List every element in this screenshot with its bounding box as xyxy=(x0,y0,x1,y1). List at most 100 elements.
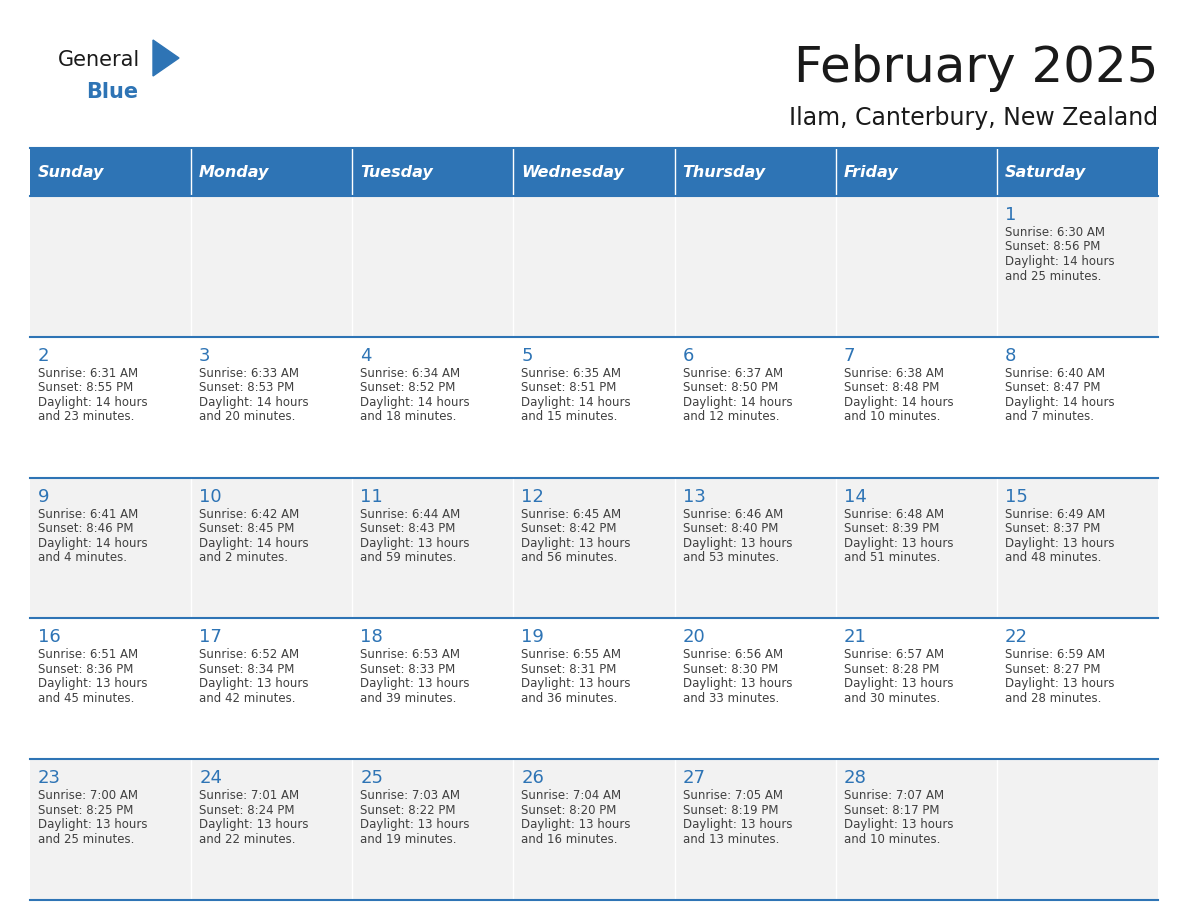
Text: Sunrise: 6:35 AM: Sunrise: 6:35 AM xyxy=(522,367,621,380)
Text: Daylight: 13 hours: Daylight: 13 hours xyxy=(843,537,953,550)
Text: 20: 20 xyxy=(683,629,706,646)
Text: Sunset: 8:33 PM: Sunset: 8:33 PM xyxy=(360,663,455,676)
Text: Daylight: 13 hours: Daylight: 13 hours xyxy=(522,537,631,550)
Text: Wednesday: Wednesday xyxy=(522,164,625,180)
Text: Sunset: 8:30 PM: Sunset: 8:30 PM xyxy=(683,663,778,676)
Text: and 36 minutes.: and 36 minutes. xyxy=(522,692,618,705)
Text: 8: 8 xyxy=(1005,347,1016,364)
Bar xyxy=(30,148,1158,196)
Text: Daylight: 14 hours: Daylight: 14 hours xyxy=(843,396,953,409)
Text: Daylight: 14 hours: Daylight: 14 hours xyxy=(200,396,309,409)
Text: Thursday: Thursday xyxy=(683,164,766,180)
Text: Daylight: 13 hours: Daylight: 13 hours xyxy=(683,677,792,690)
Text: Sunrise: 6:51 AM: Sunrise: 6:51 AM xyxy=(38,648,138,661)
Text: Sunset: 8:43 PM: Sunset: 8:43 PM xyxy=(360,522,456,535)
Text: 18: 18 xyxy=(360,629,383,646)
Text: Sunrise: 6:44 AM: Sunrise: 6:44 AM xyxy=(360,508,461,521)
Text: 9: 9 xyxy=(38,487,50,506)
Text: Daylight: 14 hours: Daylight: 14 hours xyxy=(1005,255,1114,268)
Text: Daylight: 14 hours: Daylight: 14 hours xyxy=(683,396,792,409)
Text: Sunset: 8:40 PM: Sunset: 8:40 PM xyxy=(683,522,778,535)
Text: 19: 19 xyxy=(522,629,544,646)
Text: Sunrise: 6:33 AM: Sunrise: 6:33 AM xyxy=(200,367,299,380)
Text: February 2025: February 2025 xyxy=(794,44,1158,92)
Text: and 53 minutes.: and 53 minutes. xyxy=(683,551,779,564)
Text: Sunrise: 6:59 AM: Sunrise: 6:59 AM xyxy=(1005,648,1105,661)
Text: Sunrise: 6:53 AM: Sunrise: 6:53 AM xyxy=(360,648,460,661)
Text: Sunset: 8:47 PM: Sunset: 8:47 PM xyxy=(1005,381,1100,395)
Text: Sunset: 8:19 PM: Sunset: 8:19 PM xyxy=(683,803,778,817)
Text: 4: 4 xyxy=(360,347,372,364)
Text: Daylight: 13 hours: Daylight: 13 hours xyxy=(1005,537,1114,550)
Text: Sunset: 8:42 PM: Sunset: 8:42 PM xyxy=(522,522,617,535)
Text: Sunrise: 6:38 AM: Sunrise: 6:38 AM xyxy=(843,367,943,380)
Text: Daylight: 13 hours: Daylight: 13 hours xyxy=(38,818,147,831)
Text: Sunrise: 6:37 AM: Sunrise: 6:37 AM xyxy=(683,367,783,380)
Text: Sunset: 8:51 PM: Sunset: 8:51 PM xyxy=(522,381,617,395)
Text: Sunrise: 7:07 AM: Sunrise: 7:07 AM xyxy=(843,789,943,802)
Text: and 22 minutes.: and 22 minutes. xyxy=(200,833,296,845)
Text: Sunset: 8:17 PM: Sunset: 8:17 PM xyxy=(843,803,940,817)
Text: Daylight: 14 hours: Daylight: 14 hours xyxy=(522,396,631,409)
Text: 27: 27 xyxy=(683,769,706,788)
Text: Sunset: 8:56 PM: Sunset: 8:56 PM xyxy=(1005,241,1100,253)
Text: 6: 6 xyxy=(683,347,694,364)
Text: and 19 minutes.: and 19 minutes. xyxy=(360,833,456,845)
Text: Sunrise: 7:01 AM: Sunrise: 7:01 AM xyxy=(200,789,299,802)
Text: and 15 minutes.: and 15 minutes. xyxy=(522,410,618,423)
Text: Sunrise: 7:04 AM: Sunrise: 7:04 AM xyxy=(522,789,621,802)
Text: 15: 15 xyxy=(1005,487,1028,506)
Text: Daylight: 14 hours: Daylight: 14 hours xyxy=(38,537,147,550)
Polygon shape xyxy=(153,40,179,76)
Text: Sunrise: 7:00 AM: Sunrise: 7:00 AM xyxy=(38,789,138,802)
Text: Sunset: 8:28 PM: Sunset: 8:28 PM xyxy=(843,663,939,676)
Text: 13: 13 xyxy=(683,487,706,506)
Text: Daylight: 13 hours: Daylight: 13 hours xyxy=(360,677,469,690)
Text: Sunrise: 7:03 AM: Sunrise: 7:03 AM xyxy=(360,789,460,802)
Text: Sunset: 8:36 PM: Sunset: 8:36 PM xyxy=(38,663,133,676)
Text: and 2 minutes.: and 2 minutes. xyxy=(200,551,289,564)
Text: Daylight: 13 hours: Daylight: 13 hours xyxy=(360,818,469,831)
Text: Daylight: 14 hours: Daylight: 14 hours xyxy=(200,537,309,550)
Text: 10: 10 xyxy=(200,487,222,506)
Text: and 56 minutes.: and 56 minutes. xyxy=(522,551,618,564)
Text: Sunset: 8:27 PM: Sunset: 8:27 PM xyxy=(1005,663,1100,676)
Text: Sunrise: 6:52 AM: Sunrise: 6:52 AM xyxy=(200,648,299,661)
Text: Daylight: 13 hours: Daylight: 13 hours xyxy=(360,537,469,550)
Text: Tuesday: Tuesday xyxy=(360,164,434,180)
Text: Ilam, Canterbury, New Zealand: Ilam, Canterbury, New Zealand xyxy=(789,106,1158,130)
Text: 22: 22 xyxy=(1005,629,1028,646)
Text: Sunset: 8:52 PM: Sunset: 8:52 PM xyxy=(360,381,456,395)
Text: Sunrise: 6:57 AM: Sunrise: 6:57 AM xyxy=(843,648,943,661)
Text: 12: 12 xyxy=(522,487,544,506)
Text: and 18 minutes.: and 18 minutes. xyxy=(360,410,456,423)
Text: Daylight: 14 hours: Daylight: 14 hours xyxy=(360,396,470,409)
Text: 2: 2 xyxy=(38,347,50,364)
Bar xyxy=(30,619,1158,759)
Text: and 42 minutes.: and 42 minutes. xyxy=(200,692,296,705)
Text: and 51 minutes.: and 51 minutes. xyxy=(843,551,940,564)
Text: 26: 26 xyxy=(522,769,544,788)
Text: Blue: Blue xyxy=(86,82,138,102)
Text: Sunrise: 6:56 AM: Sunrise: 6:56 AM xyxy=(683,648,783,661)
Text: Daylight: 14 hours: Daylight: 14 hours xyxy=(1005,396,1114,409)
Text: Sunset: 8:45 PM: Sunset: 8:45 PM xyxy=(200,522,295,535)
Text: Sunset: 8:25 PM: Sunset: 8:25 PM xyxy=(38,803,133,817)
Text: and 10 minutes.: and 10 minutes. xyxy=(843,410,940,423)
Text: Sunrise: 6:40 AM: Sunrise: 6:40 AM xyxy=(1005,367,1105,380)
Text: Sunrise: 6:55 AM: Sunrise: 6:55 AM xyxy=(522,648,621,661)
Text: Sunrise: 6:42 AM: Sunrise: 6:42 AM xyxy=(200,508,299,521)
Text: and 59 minutes.: and 59 minutes. xyxy=(360,551,456,564)
Text: Daylight: 14 hours: Daylight: 14 hours xyxy=(38,396,147,409)
Text: 5: 5 xyxy=(522,347,533,364)
Text: Sunset: 8:34 PM: Sunset: 8:34 PM xyxy=(200,663,295,676)
Text: 14: 14 xyxy=(843,487,866,506)
Text: Sunrise: 6:30 AM: Sunrise: 6:30 AM xyxy=(1005,226,1105,239)
Text: Sunset: 8:37 PM: Sunset: 8:37 PM xyxy=(1005,522,1100,535)
Text: Sunrise: 7:05 AM: Sunrise: 7:05 AM xyxy=(683,789,783,802)
Text: Saturday: Saturday xyxy=(1005,164,1086,180)
Text: and 23 minutes.: and 23 minutes. xyxy=(38,410,134,423)
Text: 28: 28 xyxy=(843,769,866,788)
Text: Friday: Friday xyxy=(843,164,898,180)
Text: Monday: Monday xyxy=(200,164,270,180)
